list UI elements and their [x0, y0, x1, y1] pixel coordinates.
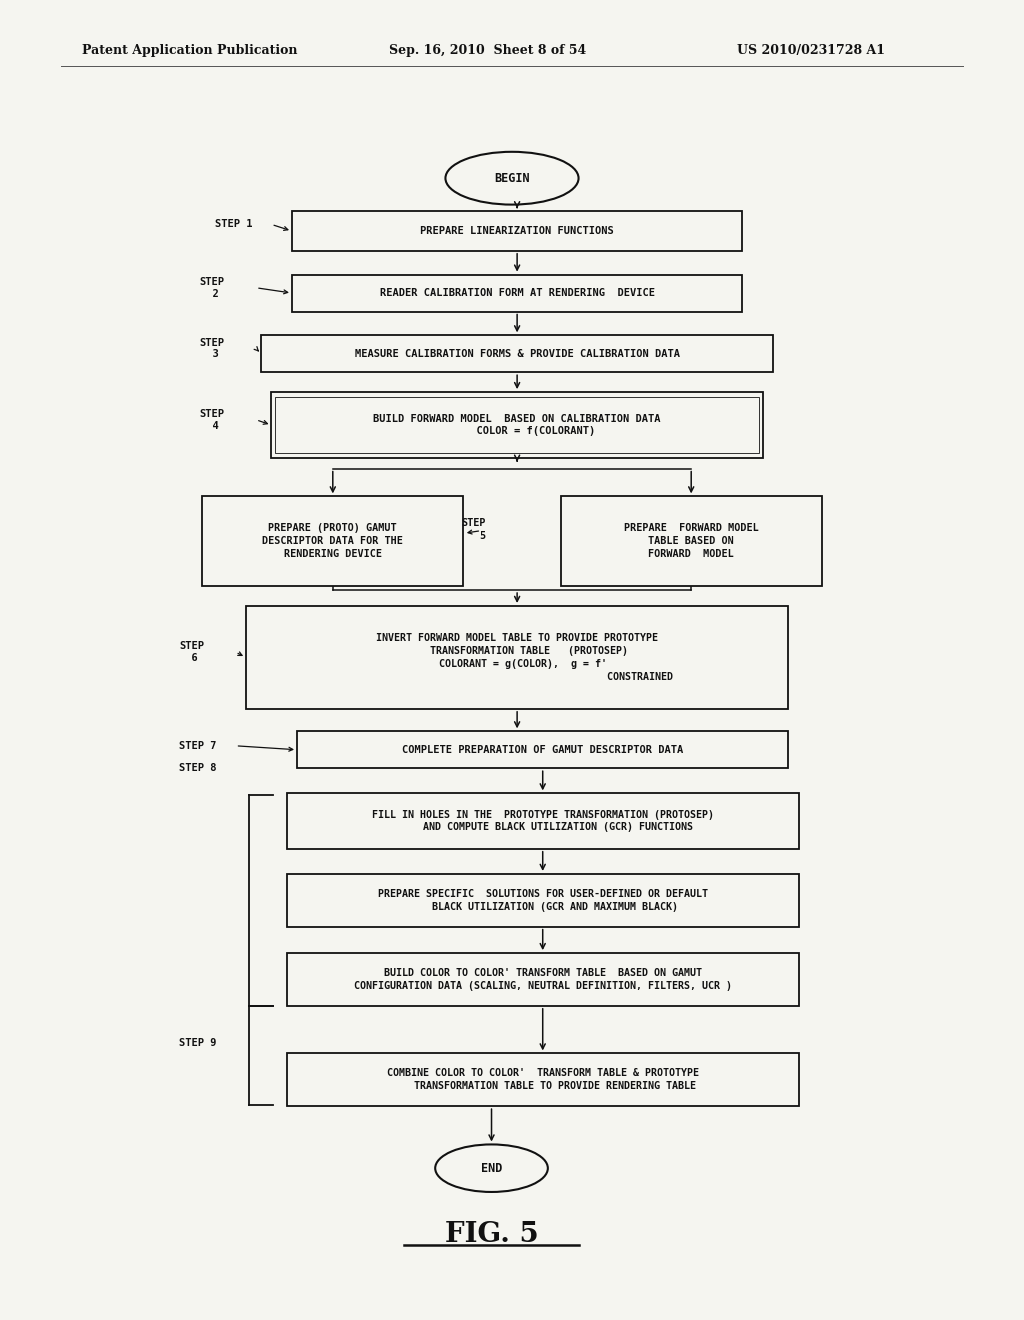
Text: PREPARE (PROTO) GAMUT
DESCRIPTOR DATA FOR THE
RENDERING DEVICE: PREPARE (PROTO) GAMUT DESCRIPTOR DATA FO…: [262, 524, 403, 558]
Text: STEP 9: STEP 9: [179, 1038, 217, 1048]
Text: INVERT FORWARD MODEL TABLE TO PROVIDE PROTOTYPE
    TRANSFORMATION TABLE   (PROT: INVERT FORWARD MODEL TABLE TO PROVIDE PR…: [361, 634, 673, 681]
FancyBboxPatch shape: [261, 335, 773, 372]
Text: Sep. 16, 2010  Sheet 8 of 54: Sep. 16, 2010 Sheet 8 of 54: [389, 44, 587, 57]
Text: STEP 1: STEP 1: [215, 219, 253, 230]
FancyBboxPatch shape: [246, 606, 788, 709]
Text: PREPARE  FORWARD MODEL
TABLE BASED ON
FORWARD  MODEL: PREPARE FORWARD MODEL TABLE BASED ON FOR…: [624, 524, 759, 558]
Text: STEP
  6: STEP 6: [179, 642, 204, 663]
Text: BUILD FORWARD MODEL  BASED ON CALIBRATION DATA
      COLOR = f(COLORANT): BUILD FORWARD MODEL BASED ON CALIBRATION…: [374, 413, 660, 437]
Text: STEP 7: STEP 7: [179, 741, 217, 751]
Text: END: END: [481, 1162, 502, 1175]
Text: PREPARE LINEARIZATION FUNCTIONS: PREPARE LINEARIZATION FUNCTIONS: [420, 226, 614, 236]
Text: PREPARE SPECIFIC  SOLUTIONS FOR USER-DEFINED OR DEFAULT
    BLACK UTILIZATION (G: PREPARE SPECIFIC SOLUTIONS FOR USER-DEFI…: [378, 888, 708, 912]
FancyBboxPatch shape: [292, 275, 742, 312]
Text: STEP 8: STEP 8: [179, 763, 217, 774]
Text: 5: 5: [479, 531, 485, 541]
Text: STEP
  2: STEP 2: [200, 277, 224, 298]
FancyBboxPatch shape: [297, 731, 788, 768]
Text: MEASURE CALIBRATION FORMS & PROVIDE CALIBRATION DATA: MEASURE CALIBRATION FORMS & PROVIDE CALI…: [354, 348, 680, 359]
FancyBboxPatch shape: [287, 953, 799, 1006]
FancyBboxPatch shape: [271, 392, 763, 458]
Text: FIG. 5: FIG. 5: [444, 1221, 539, 1247]
FancyBboxPatch shape: [287, 793, 799, 849]
Text: FILL IN HOLES IN THE  PROTOTYPE TRANSFORMATION (PROTOSEP)
     AND COMPUTE BLACK: FILL IN HOLES IN THE PROTOTYPE TRANSFORM…: [372, 809, 714, 833]
Text: STEP
  4: STEP 4: [200, 409, 224, 430]
FancyBboxPatch shape: [287, 874, 799, 927]
Text: READER CALIBRATION FORM AT RENDERING  DEVICE: READER CALIBRATION FORM AT RENDERING DEV…: [380, 288, 654, 298]
Text: BEGIN: BEGIN: [495, 172, 529, 185]
FancyBboxPatch shape: [292, 211, 742, 251]
Ellipse shape: [435, 1144, 548, 1192]
Text: STEP: STEP: [462, 517, 486, 528]
Text: COMBINE COLOR TO COLOR'  TRANSFORM TABLE & PROTOTYPE
    TRANSFORMATION TABLE TO: COMBINE COLOR TO COLOR' TRANSFORM TABLE …: [387, 1068, 698, 1092]
Text: BUILD COLOR TO COLOR' TRANSFORM TABLE  BASED ON GAMUT
CONFIGURATION DATA (SCALIN: BUILD COLOR TO COLOR' TRANSFORM TABLE BA…: [353, 968, 732, 991]
FancyBboxPatch shape: [287, 1053, 799, 1106]
Text: US 2010/0231728 A1: US 2010/0231728 A1: [737, 44, 886, 57]
Text: COMPLETE PREPARATION OF GAMUT DESCRIPTOR DATA: COMPLETE PREPARATION OF GAMUT DESCRIPTOR…: [402, 744, 683, 755]
FancyBboxPatch shape: [561, 496, 822, 586]
Text: STEP
  3: STEP 3: [200, 338, 224, 359]
Text: Patent Application Publication: Patent Application Publication: [82, 44, 297, 57]
Ellipse shape: [445, 152, 579, 205]
FancyBboxPatch shape: [203, 496, 463, 586]
